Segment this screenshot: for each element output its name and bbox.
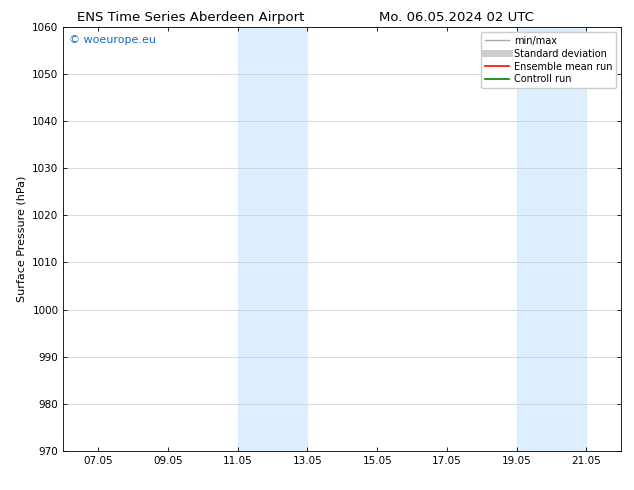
Text: © woeurope.eu: © woeurope.eu: [69, 35, 156, 46]
Text: Mo. 06.05.2024 02 UTC: Mo. 06.05.2024 02 UTC: [379, 11, 534, 24]
Text: ENS Time Series Aberdeen Airport: ENS Time Series Aberdeen Airport: [77, 11, 304, 24]
Y-axis label: Surface Pressure (hPa): Surface Pressure (hPa): [16, 176, 27, 302]
Legend: min/max, Standard deviation, Ensemble mean run, Controll run: min/max, Standard deviation, Ensemble me…: [481, 32, 616, 88]
Bar: [517, 27, 586, 451]
Bar: [238, 27, 307, 451]
